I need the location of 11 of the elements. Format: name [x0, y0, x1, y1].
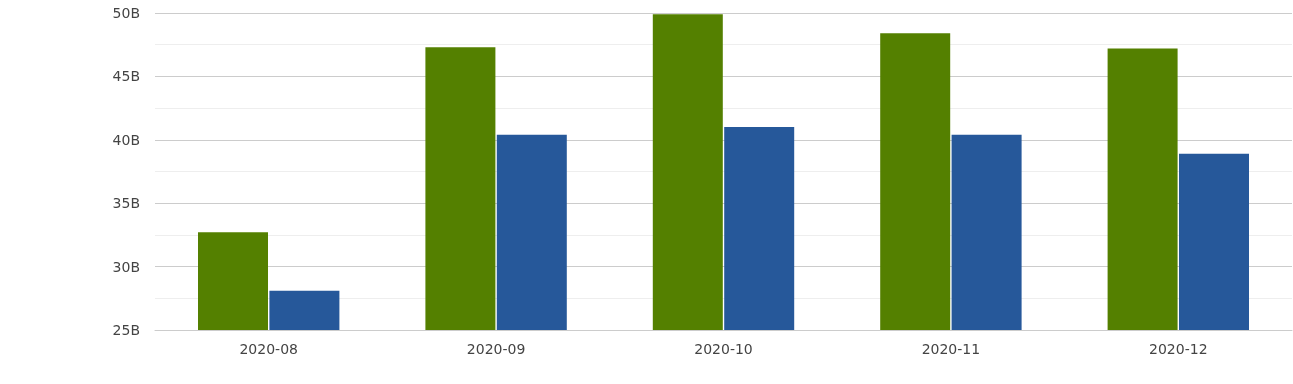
- x-tick-label: 2020-12: [1149, 341, 1208, 357]
- y-tick-label: 45B: [112, 68, 140, 85]
- y-tick-label: 30B: [112, 258, 140, 275]
- y-tick-label: 35B: [112, 195, 140, 212]
- x-tick-label: 2020-10: [694, 341, 753, 357]
- x-tick-label: 2020-08: [239, 341, 298, 357]
- y-tick-label: 50B: [112, 5, 140, 21]
- x-tick-label: 2020-11: [921, 341, 981, 357]
- y-tick-label: 25B: [112, 322, 140, 338]
- y-tick-label: 40B: [112, 131, 140, 148]
- x-tick-label: 2020-09: [466, 341, 526, 357]
